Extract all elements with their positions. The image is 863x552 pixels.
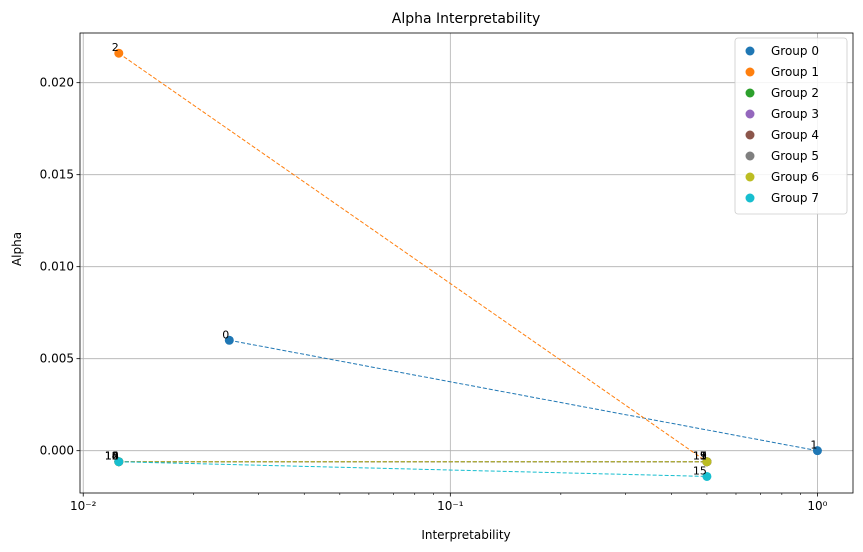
legend-marker xyxy=(745,193,755,203)
point-label: 14 xyxy=(105,450,119,463)
point-label: 13 xyxy=(693,450,707,463)
series-line xyxy=(118,461,707,477)
series-line xyxy=(229,339,818,452)
x-axis-ticks: 10⁻² 10⁻¹ 10⁰ xyxy=(70,493,828,513)
data-point xyxy=(114,457,124,467)
data-points xyxy=(114,48,822,481)
point-label: 9 xyxy=(700,450,707,463)
data-point xyxy=(812,446,822,456)
data-point xyxy=(702,457,712,467)
point-label: 0 xyxy=(222,328,229,341)
data-point xyxy=(114,48,124,58)
y-axis-ticks: 0.000 0.005 0.010 0.015 0.020 xyxy=(40,76,80,458)
legend-label: Group 0 xyxy=(771,44,819,58)
legend-marker xyxy=(745,151,755,161)
point-label: 4 xyxy=(112,450,119,463)
data-point xyxy=(702,471,712,481)
series-lines xyxy=(118,52,818,477)
x-tick-label: 10⁻² xyxy=(70,499,97,513)
point-label: 6 xyxy=(112,450,119,463)
point-label: 5 xyxy=(700,450,707,463)
x-tick-label: 10⁰ xyxy=(807,499,827,513)
y-tick-label: 0.010 xyxy=(40,260,74,274)
x-axis-title: Interpretability xyxy=(421,528,510,542)
plot-area-frame xyxy=(79,32,854,494)
x-tick-label: 10⁻¹ xyxy=(437,499,464,513)
legend-marker xyxy=(745,130,755,140)
y-tick-label: 0.015 xyxy=(40,168,74,182)
series-line xyxy=(118,52,708,463)
legend-label: Group 4 xyxy=(771,128,819,142)
legend-marker xyxy=(745,172,755,182)
chart-legend: Group 0 Group 1 Group 2 Group 3 Group 4 Group… xyxy=(734,37,848,215)
point-label: 10 xyxy=(105,450,119,463)
legend-marker xyxy=(745,46,755,56)
point-label: 8 xyxy=(112,450,119,463)
y-axis-title: Alpha xyxy=(10,232,24,266)
y-tick-label: 0.020 xyxy=(40,76,74,90)
point-label: 2 xyxy=(112,41,119,54)
legend-label: Group 2 xyxy=(771,86,819,100)
legend-label: Group 7 xyxy=(771,191,819,205)
legend-label: Group 1 xyxy=(771,65,819,79)
legend-marker xyxy=(745,109,755,119)
legend-label: Group 5 xyxy=(771,149,819,163)
point-label: 15 xyxy=(693,464,707,477)
legend-marker xyxy=(745,88,755,98)
point-label: 7 xyxy=(700,450,707,463)
y-tick-label: 0.005 xyxy=(40,352,74,366)
legend-marker xyxy=(745,67,755,77)
legend-label: Group 3 xyxy=(771,107,819,121)
point-label: 3 xyxy=(700,450,707,463)
legend-box xyxy=(734,37,848,215)
legend-label: Group 6 xyxy=(771,170,819,184)
data-point xyxy=(224,335,234,345)
point-label: 11 xyxy=(693,450,707,463)
point-label: 1 xyxy=(810,439,817,452)
y-tick-label: 0.000 xyxy=(40,444,74,458)
chart-title: Alpha Interpretability xyxy=(392,11,540,27)
point-label: 12 xyxy=(105,450,119,463)
